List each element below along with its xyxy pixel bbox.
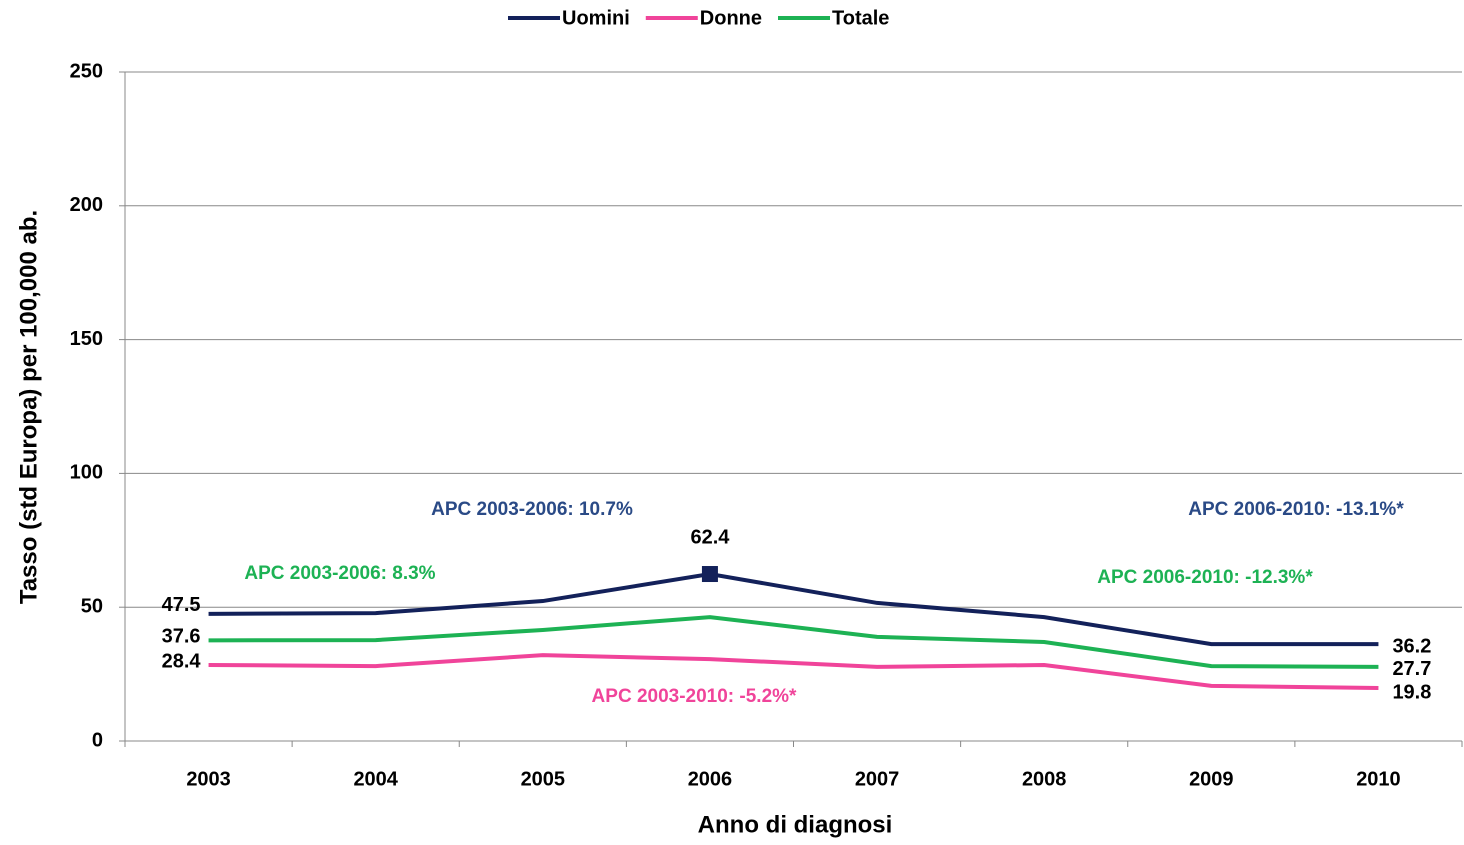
annotation: APC 2006-2010: -13.1%* bbox=[1188, 499, 1404, 520]
x-tick-label: 2005 bbox=[521, 768, 566, 790]
annotation: APC 2003-2006: 10.7% bbox=[431, 499, 633, 520]
annotation: APC 2003-2010: -5.2%* bbox=[592, 686, 797, 707]
point-marker bbox=[701, 566, 718, 583]
y-tick-label: 50 bbox=[81, 595, 103, 617]
series-line bbox=[208, 571, 1379, 647]
x-tick-label: 2003 bbox=[186, 768, 231, 790]
y-tick-label: 200 bbox=[70, 194, 103, 216]
annotation: APC 2006-2010: -12.3%* bbox=[1097, 567, 1313, 588]
data-label: 37.6 bbox=[162, 626, 201, 648]
y-tick-label: 250 bbox=[70, 60, 103, 82]
data-label: 19.8 bbox=[1392, 681, 1431, 703]
annotation: APC 2003-2006: 8.3% bbox=[244, 563, 435, 584]
data-label: 47.5 bbox=[162, 594, 201, 616]
data-label: 62.4 bbox=[690, 526, 730, 548]
x-tick-label: 2006 bbox=[688, 768, 733, 790]
x-tick-label: 2004 bbox=[353, 768, 398, 790]
legend-label: Donne bbox=[700, 7, 762, 29]
data-label: 27.7 bbox=[1392, 658, 1431, 680]
y-axis-title: Tasso (std Europa) per 100,000 ab. bbox=[15, 210, 42, 604]
x-tick-label: 2008 bbox=[1022, 768, 1067, 790]
data-label: 28.4 bbox=[162, 650, 202, 672]
legend-label: Uomini bbox=[562, 7, 630, 29]
series-line bbox=[208, 653, 1379, 691]
x-tick-label: 2009 bbox=[1189, 768, 1234, 790]
y-tick-label: 150 bbox=[70, 328, 103, 350]
x-tick-label: 2010 bbox=[1356, 768, 1401, 790]
x-axis-title: Anno di diagnosi bbox=[698, 811, 893, 838]
legend-label: Totale bbox=[832, 7, 889, 29]
series-line bbox=[208, 615, 1379, 669]
y-tick-label: 100 bbox=[70, 462, 103, 484]
y-tick-label: 0 bbox=[92, 729, 103, 751]
data-label: 36.2 bbox=[1392, 635, 1431, 657]
x-tick-label: 2007 bbox=[855, 768, 900, 790]
